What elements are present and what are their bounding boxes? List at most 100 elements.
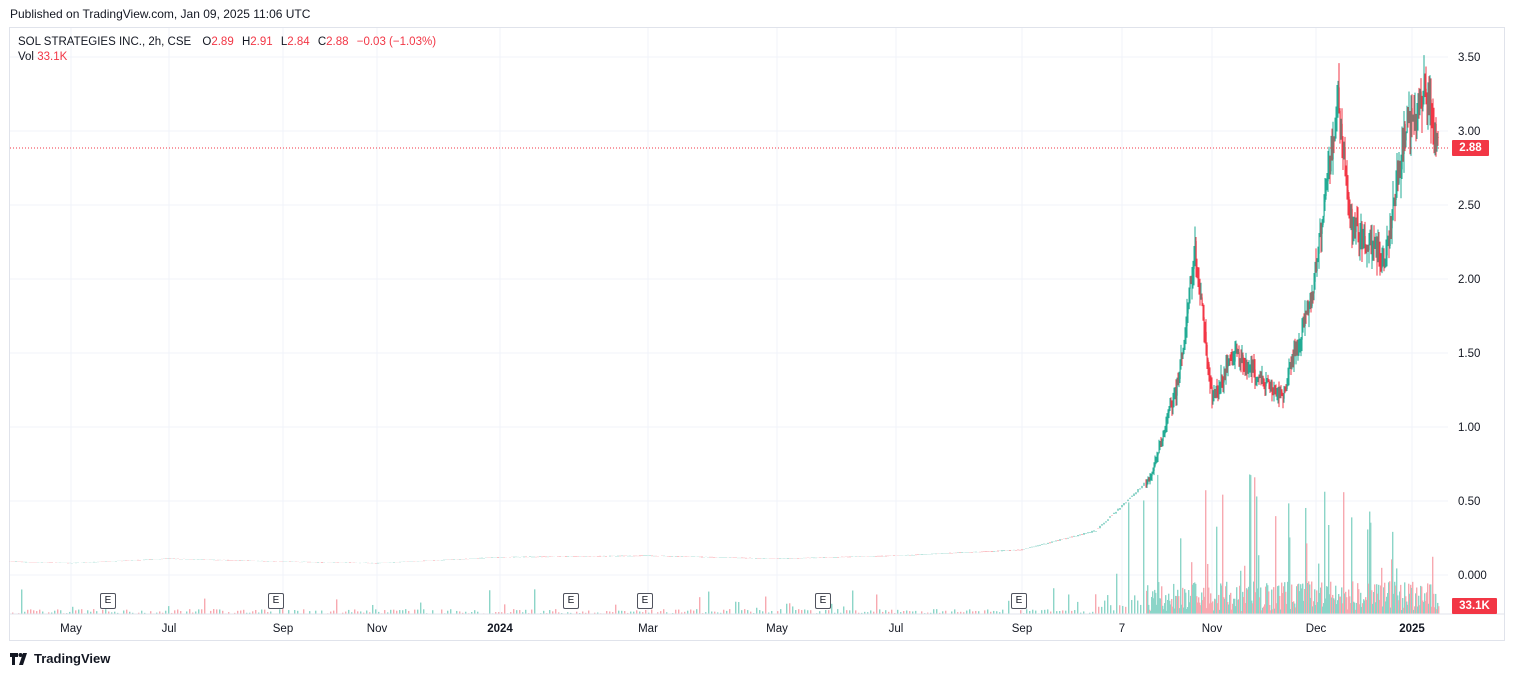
volume-bar [945,610,947,614]
volume-bar [876,594,878,614]
candle-body [1325,187,1327,196]
candle-body [1310,296,1312,307]
volume-bar [1288,503,1290,614]
volume-bar [633,611,635,614]
x-tick-label: Jul [162,623,177,635]
candle-body [1299,343,1301,345]
candle-body [1302,318,1304,323]
candle-body [1233,361,1235,363]
x-tick-label: Mar [638,623,658,635]
candle-body [1336,105,1338,116]
volume-bar [1419,605,1421,614]
candle-body [1177,380,1179,384]
candle-body [1174,387,1176,396]
candle-body [1172,398,1174,408]
tradingview-logo[interactable]: TradingView [10,651,110,666]
volume-bar [1174,608,1176,614]
volume-bar [1328,524,1330,614]
candle-body [1308,303,1310,313]
volume-bar [1062,610,1064,614]
volume-bar [1044,609,1046,614]
volume-bar [1220,583,1222,614]
candle-body [1154,459,1156,467]
earnings-marker[interactable]: E [815,593,831,609]
candle-body [1273,391,1275,393]
volume-bar [180,611,182,614]
candle-body [1370,234,1372,251]
candle-body [1160,442,1162,446]
volume-bar [972,611,974,614]
volume-bar [1071,610,1073,614]
candle-body [1147,479,1149,481]
symbol-label[interactable]: SOL STRATEGIES INC., 2h, CSE [18,36,192,48]
candle-body [1341,123,1343,142]
volume-bar [1327,586,1329,614]
earnings-marker[interactable]: E [637,593,653,609]
volume-bar [405,609,407,614]
volume-bar [1268,591,1270,614]
candle-body [1151,472,1153,476]
volume-bar [1355,609,1357,614]
candle-body [1405,132,1407,141]
volume-bar [915,610,917,614]
volume-bar [585,612,587,614]
volume-bar [1272,609,1274,614]
candle-body [1399,163,1401,178]
earnings-marker[interactable]: E [268,593,284,609]
volume-bar [1343,492,1345,614]
earnings-marker[interactable]: E [1011,593,1027,609]
volume-bar [849,610,851,614]
volume-bar [1296,586,1298,614]
volume-bar [1400,584,1402,614]
volume-bar [1283,586,1285,614]
volume-bar [1421,586,1423,614]
candle-body [1163,433,1165,436]
volume-bar [975,610,977,614]
volume-bar [108,611,110,614]
earnings-marker[interactable]: E [100,593,116,609]
chart-frame[interactable] [9,27,1505,641]
candle-body [1291,361,1293,368]
volume-bar [321,610,323,614]
volume-bar [921,611,923,614]
volume-bar [735,601,737,614]
volume-bar [1050,611,1052,614]
x-tick-label: Nov [1202,623,1223,635]
candle-body [1373,241,1375,247]
candle-body [1346,174,1348,190]
volume-bar [1203,587,1205,614]
volume-bar [1410,584,1412,614]
volume-bar [987,609,989,614]
volume-bar [744,609,746,614]
earnings-marker[interactable]: E [563,593,579,609]
candle-body [1150,475,1152,479]
candle-body [1323,202,1325,217]
volume-bar [1332,594,1334,614]
volume-bar [1340,596,1342,614]
volume-bar [723,609,725,614]
volume-bar [1188,590,1190,614]
volume-bar [1232,603,1234,614]
volume-bar [1156,604,1158,614]
volume-bar [1161,586,1163,614]
candle-body [1338,87,1340,111]
candle-body [1173,395,1175,399]
x-tick-label: Sep [1012,623,1032,635]
volume-bar [516,610,518,614]
volume-bar [1230,592,1232,614]
y-tick-label: 0.50 [1458,496,1480,508]
candle-body [1340,123,1342,129]
volume-bar [138,612,140,614]
volume-bar [1358,589,1360,614]
volume-bar [1290,609,1292,614]
volume-bar [1175,595,1177,614]
candle-body [1432,121,1434,124]
volume-bar [762,611,764,614]
volume-bar [1349,596,1351,614]
volume-bar [1369,511,1371,614]
volume-label[interactable]: Vol [18,51,34,63]
candle-body [1222,379,1224,383]
volume-bar [288,610,290,614]
candle-body [1284,387,1286,389]
